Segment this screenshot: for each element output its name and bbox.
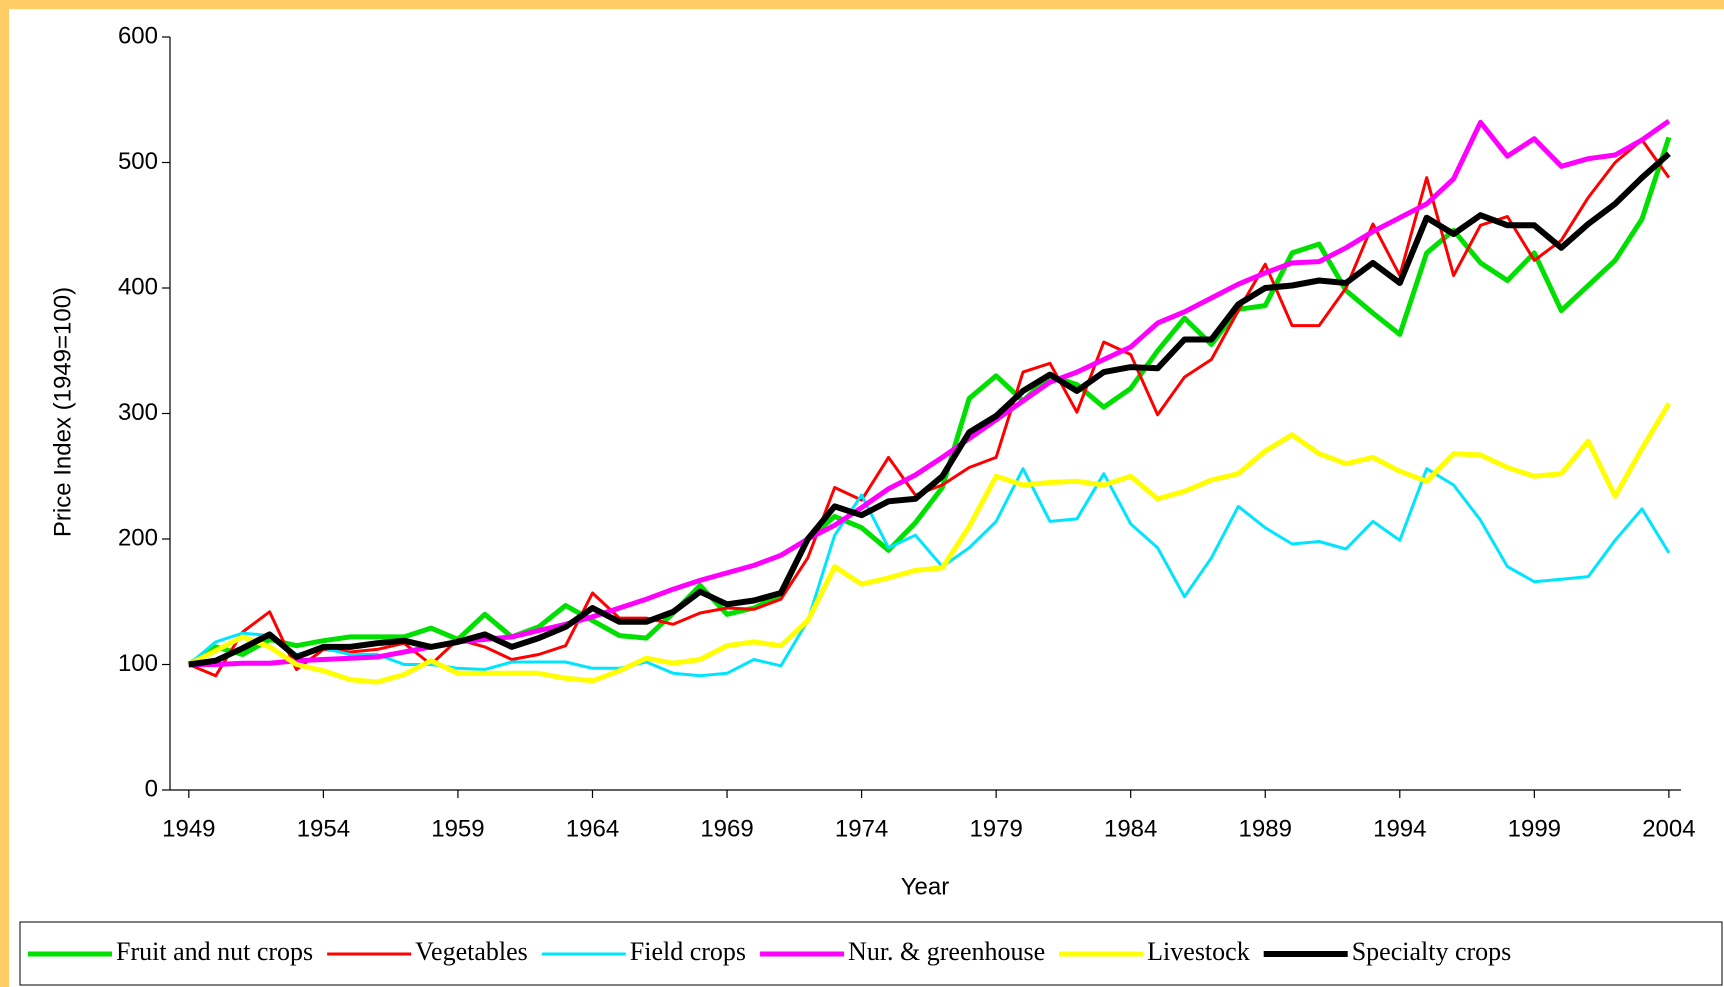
legend-label: Specialty crops bbox=[1352, 937, 1512, 966]
x-tick-label: 1999 bbox=[1508, 815, 1561, 842]
x-tick-label: 2004 bbox=[1642, 815, 1695, 842]
x-tick-label: 1969 bbox=[700, 815, 753, 842]
series-line bbox=[187, 136, 1672, 667]
legend-box bbox=[19, 921, 1723, 986]
x-tick-label: 1959 bbox=[431, 815, 484, 842]
legend-label: Vegetables bbox=[415, 937, 528, 966]
x-tick-label: 1954 bbox=[297, 815, 350, 842]
series-line bbox=[187, 402, 1672, 685]
legend-label: Field crops bbox=[630, 937, 746, 966]
y-tick-label: 0 bbox=[145, 775, 158, 802]
x-axis-label: Year bbox=[901, 873, 950, 900]
x-tick-label: 1964 bbox=[566, 815, 619, 842]
y-tick-label: 100 bbox=[118, 650, 158, 677]
plot-background bbox=[9, 9, 1724, 987]
y-tick-label: 600 bbox=[118, 22, 158, 49]
y-tick-label: 200 bbox=[118, 524, 158, 551]
series-line bbox=[188, 151, 1671, 668]
legend-label: Livestock bbox=[1147, 937, 1250, 966]
y-tick-label: 400 bbox=[118, 273, 158, 300]
x-tick-label: 1949 bbox=[162, 815, 215, 842]
x-tick-label: 1994 bbox=[1373, 815, 1426, 842]
legend-label: Fruit and nut crops bbox=[116, 937, 313, 966]
x-tick-label: 1979 bbox=[969, 815, 1022, 842]
x-tick-label: 1989 bbox=[1239, 815, 1292, 842]
x-tick-label: 1974 bbox=[835, 815, 888, 842]
x-tick-label: 1984 bbox=[1104, 815, 1157, 842]
y-tick-label: 500 bbox=[118, 148, 158, 175]
y-tick-label: 300 bbox=[118, 399, 158, 426]
y-axis-label: Price Index (1949=100) bbox=[49, 287, 76, 537]
legend-label: Nur. & greenhouse bbox=[848, 937, 1045, 966]
